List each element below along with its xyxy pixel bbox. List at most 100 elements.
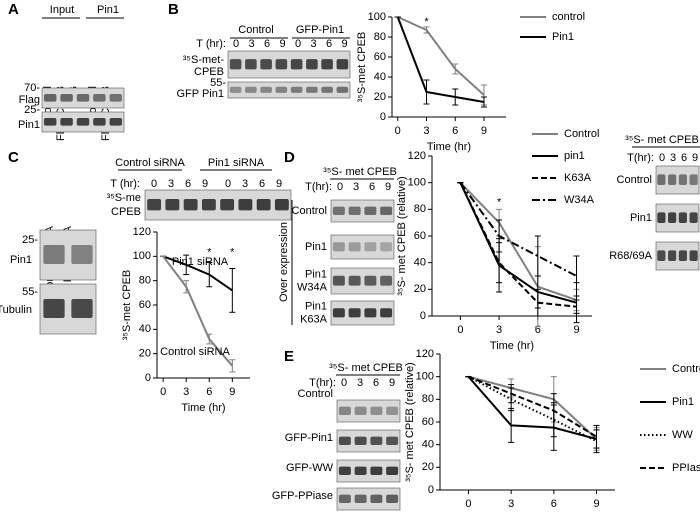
band [275, 86, 288, 93]
band [43, 118, 57, 126]
band [321, 59, 333, 70]
band [60, 94, 73, 102]
series-line [468, 375, 598, 440]
band [678, 174, 687, 186]
band [332, 275, 345, 286]
band [165, 199, 180, 211]
blot [336, 487, 401, 511]
lane-label: 3 [168, 178, 174, 190]
y-tick-label: 0 [420, 310, 426, 322]
group-header: Control siRNA [115, 157, 185, 169]
band [183, 199, 198, 211]
time-label: T (hr): [196, 38, 226, 50]
band [336, 59, 349, 70]
x-tick-label: 0 [160, 386, 166, 398]
band [386, 494, 399, 503]
band [43, 299, 65, 318]
panel-label: D [284, 149, 295, 166]
band [306, 59, 318, 70]
blot [330, 199, 395, 223]
lane-label: 9 [279, 38, 285, 50]
row-label: Pin1 [305, 241, 327, 253]
band [380, 206, 393, 215]
error-bar [423, 26, 430, 34]
band [354, 494, 367, 503]
lane-label: 3 [242, 178, 248, 190]
x-tick-label: 0 [457, 324, 463, 336]
series-line [468, 375, 598, 438]
row-label: ³⁵S-me [106, 192, 141, 204]
band [364, 275, 377, 286]
mw-marker: 70- [24, 82, 40, 94]
blot-title: ³⁵S- met CPEB [323, 166, 397, 178]
group-header: Pin1 siRNA [208, 157, 265, 169]
band [245, 86, 257, 93]
error-bar [183, 280, 190, 294]
legend-label: pin1 [564, 150, 585, 162]
band [354, 436, 367, 445]
series-label: Control siRNA [160, 346, 230, 358]
band [338, 466, 351, 475]
series-line [396, 16, 485, 103]
error-bar [206, 333, 213, 345]
series-line [459, 182, 577, 277]
row-label: W34A [297, 281, 328, 293]
y-tick-label: 60 [374, 51, 386, 63]
x-axis-label: Time (hr) [490, 340, 534, 352]
row-label: Pin1 [305, 300, 327, 312]
row-label: Pin1 [630, 212, 652, 224]
band [275, 59, 288, 70]
legend-label: Pin1 [672, 396, 694, 408]
band [338, 436, 351, 445]
row-label: GFP-PPiase [272, 490, 333, 502]
blot-title: ³⁵S- met CPEB [625, 134, 699, 146]
x-tick-label: 0 [465, 498, 471, 510]
error-bar [573, 299, 580, 314]
lane-label: 9 [341, 38, 347, 50]
series-line [459, 182, 577, 308]
lane-label: 0 [295, 38, 301, 50]
x-axis-label: Time (hr) [181, 402, 225, 414]
y-axis-label: ³⁵S-met CPEB [356, 32, 368, 103]
y-tick-label: 40 [422, 439, 434, 451]
row-label: GFP Pin1 [177, 88, 225, 100]
y-tick-label: 60 [414, 230, 426, 242]
lane-label: 6 [264, 38, 270, 50]
band [348, 275, 361, 286]
band [256, 199, 271, 211]
y-tick-label: 120 [133, 226, 151, 238]
band [201, 199, 216, 211]
band [332, 242, 345, 252]
row-label: GFP-WW [286, 462, 334, 474]
legend-label: Control [564, 128, 599, 140]
error-bar [229, 359, 236, 373]
x-tick-label: 9 [593, 498, 599, 510]
lane-label: 9 [276, 178, 282, 190]
legend-label: W34A [564, 194, 595, 206]
band [386, 406, 399, 415]
error-bar [452, 63, 459, 75]
blot [336, 399, 401, 423]
error-bar [573, 255, 580, 297]
row-label: R68/69A [609, 250, 652, 262]
band [370, 406, 383, 415]
y-tick-label: 0 [145, 372, 151, 384]
band [689, 174, 698, 186]
lane-label: 9 [692, 152, 698, 164]
band [71, 245, 93, 264]
y-tick-label: 20 [139, 348, 151, 360]
annotation: * [497, 197, 502, 209]
series-line [162, 255, 233, 292]
error-bar [423, 79, 430, 105]
y-tick-label: 100 [368, 11, 386, 23]
row-label: Control [292, 205, 327, 217]
band [386, 466, 399, 475]
band [657, 250, 666, 262]
band [76, 118, 90, 126]
annotation: * [207, 247, 212, 259]
blot [336, 429, 401, 453]
error-bar [496, 219, 503, 253]
band [348, 242, 361, 252]
mw-marker: 25- [22, 234, 38, 246]
